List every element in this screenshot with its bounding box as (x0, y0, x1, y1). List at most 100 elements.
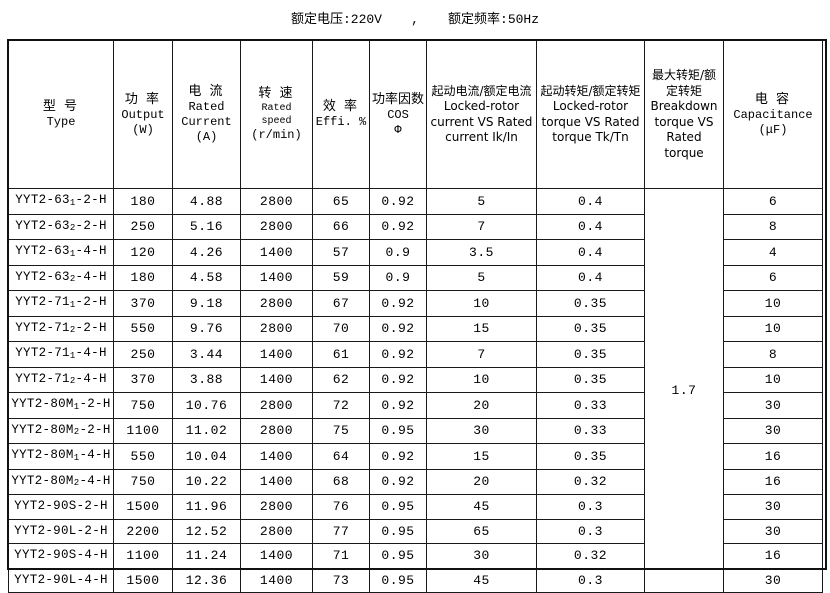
cell-power-factor: 0.92 (369, 443, 427, 470)
cell-power-factor: 0.9 (369, 239, 427, 266)
cell-ik-in: 10 (426, 366, 537, 393)
cell-speed: 1400 (240, 443, 313, 470)
cell-efficiency: 76 (312, 494, 370, 520)
col-header-capacitance-cn: 电 容 (754, 91, 792, 107)
cell-power-factor: 0.92 (369, 188, 427, 215)
cell-ik-in: 30 (426, 417, 537, 444)
cell-efficiency: 57 (312, 239, 370, 266)
col-header-type-cn: 型 号 (42, 99, 80, 114)
col-header-speed-cn: 转 速 (258, 86, 295, 101)
cell-tk-tn: 0.35 (536, 290, 645, 317)
table-row: YYT2-80M2-4-H 750 10.22 1400 68 0.92 20 0.32 16 (8, 468, 823, 495)
cell-speed: 1400 (240, 366, 313, 393)
col-header-current-unit: (A) (195, 130, 218, 144)
cell-type: YYT2-711-2-H (8, 290, 114, 317)
cell-speed: 2800 (240, 494, 313, 520)
cell-output: 1100 (113, 417, 173, 444)
cell-tk-tn: 0.35 (536, 443, 645, 470)
cell-ik-in: 45 (426, 494, 537, 520)
cell-output: 180 (113, 188, 173, 215)
cell-current: 9.76 (172, 315, 241, 342)
table-row: YYT2-631-4-H 120 4.26 1400 57 0.9 3.5 0.4 4 (8, 239, 823, 266)
cell-capacitance: 10 (723, 290, 823, 317)
col-header-breakdown-torque-text: 最大转矩/额定转矩 Breakdown torque VS Rated torq… (650, 68, 718, 160)
cell-current: 4.58 (172, 264, 241, 291)
cell-speed: 2800 (240, 213, 313, 240)
cell-power-factor: 0.92 (369, 392, 427, 419)
table-row: YYT2-80M1-2-H 750 10.76 2800 72 0.92 20 0.33 30 (8, 392, 823, 419)
col-header-current-en2: Current (181, 115, 232, 129)
col-header-efficiency: 效 率 Effi. % (312, 40, 370, 189)
cell-speed: 2800 (240, 290, 313, 317)
cell-capacitance: 6 (723, 188, 823, 215)
rating-note: 额定电压:220V, 额定频率:50Hz (0, 8, 830, 27)
cell-output: 2200 (113, 518, 173, 544)
col-header-locked-rotor-torque-text: 起动转矩/额定转矩 Locked-rotor torque VS Rated t… (540, 83, 641, 145)
cell-type: YYT2-711-4-H (8, 341, 114, 368)
cell-speed: 2800 (240, 315, 313, 342)
header-row: 型 号 Type 功 率 Output (W) 电 流 Rated Curren… (8, 40, 823, 189)
cell-tk-tn: 0.33 (536, 417, 645, 444)
cell-type: YYT2-90L-2-H (8, 518, 114, 544)
cell-speed: 2800 (240, 417, 313, 444)
cell-ik-in: 20 (426, 392, 537, 419)
cell-ik-in: 5 (426, 188, 537, 215)
cell-type: YYT2-631-4-H (8, 239, 114, 266)
cell-tk-tn: 0.3 (536, 518, 645, 544)
cell-efficiency: 77 (312, 518, 370, 544)
cell-efficiency: 71 (312, 543, 370, 569)
cell-ik-in: 15 (426, 315, 537, 342)
table-row: YYT2-631-2-H 180 4.88 2800 65 0.92 5 0.4 1.7 6 (8, 188, 823, 593)
col-header-speed-en2: speed (261, 116, 292, 127)
cell-speed: 2800 (240, 188, 313, 215)
cell-efficiency: 75 (312, 417, 370, 444)
table-row: YYT2-632-4-H 180 4.58 1400 59 0.9 5 0.4 6 (8, 264, 823, 291)
col-header-locked-rotor-current: 起动电流/额定电流 Locked-rotor current VS Rated … (426, 40, 537, 189)
cell-capacitance: 16 (723, 543, 823, 569)
cell-power-factor: 0.92 (369, 341, 427, 368)
rated-voltage-label: 额定电压: (290, 12, 351, 27)
cell-tk-tn: 0.33 (536, 392, 645, 419)
cell-type: YYT2-90S-2-H (8, 494, 114, 520)
cell-capacitance: 30 (723, 392, 823, 419)
cell-output: 180 (113, 264, 173, 291)
col-header-power-factor-en: COS (387, 107, 409, 122)
cell-speed: 1400 (240, 341, 313, 368)
col-header-current-cn: 电 流 (188, 84, 225, 99)
cell-efficiency: 67 (312, 290, 370, 317)
table-row: YYT2-90S-4-H 1100 11.24 1400 71 0.95 30 0.32 16 (8, 543, 823, 569)
cell-ik-in: 15 (426, 443, 537, 470)
spec-sheet: 额定电压:220V, 额定频率:50Hz 型 号 Type 功 率 O (0, 8, 830, 593)
col-header-locked-rotor-current-text: 起动电流/额定电流 Locked-rotor current VS Rated … (430, 83, 533, 145)
cell-efficiency: 64 (312, 443, 370, 470)
cell-type: YYT2-80M1-2-H (8, 392, 114, 419)
cell-efficiency: 66 (312, 213, 370, 240)
cell-capacitance: 16 (723, 468, 823, 495)
rated-frequency-label: 额定频率: (448, 12, 508, 27)
cell-speed: 2800 (240, 518, 313, 544)
cell-capacitance: 16 (723, 443, 823, 470)
rated-frequency-value: 50Hz (507, 12, 540, 27)
cell-current: 11.02 (172, 417, 241, 444)
cell-efficiency: 62 (312, 366, 370, 393)
cell-efficiency: 72 (312, 392, 370, 419)
cell-type: YYT2-80M2-4-H (8, 468, 114, 495)
col-header-efficiency-cn: 效 率 (322, 99, 360, 114)
cell-capacitance: 10 (723, 366, 823, 393)
cell-power-factor: 0.92 (369, 315, 427, 342)
cell-ik-in: 7 (426, 341, 537, 368)
cell-tk-tn: 0.4 (536, 213, 645, 240)
cell-output: 750 (113, 468, 173, 495)
cell-capacitance: 8 (723, 341, 823, 368)
cell-tk-tn: 0.4 (536, 188, 645, 215)
cell-efficiency: 61 (312, 341, 370, 368)
cell-speed: 1400 (240, 239, 313, 266)
cell-output: 250 (113, 213, 173, 240)
cell-efficiency: 65 (312, 188, 370, 215)
cell-efficiency: 68 (312, 468, 370, 495)
cell-output: 550 (113, 443, 173, 470)
cell-power-factor: 0.95 (369, 494, 427, 520)
cell-current: 11.24 (172, 543, 241, 569)
col-header-speed-unit: (r/min) (251, 128, 302, 142)
cell-tk-tn: 0.3 (536, 494, 645, 520)
